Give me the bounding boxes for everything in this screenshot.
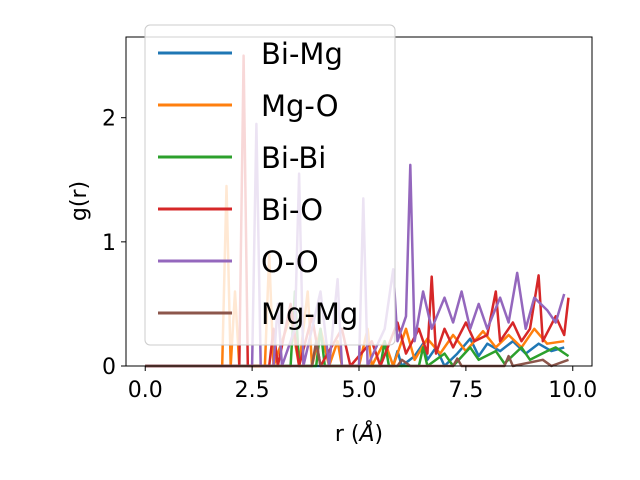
x-tick-label: 2.5	[235, 378, 270, 403]
y-tick-label: 0	[102, 355, 116, 380]
legend-label: Bi-O	[261, 193, 323, 227]
series-line-bi-o	[145, 54, 570, 368]
legend-label: Bi-Bi	[261, 141, 326, 175]
y-axis: 0 1 2	[102, 107, 126, 380]
series-line-mg-mg	[145, 339, 569, 368]
y-axis-label: g(r)	[67, 181, 92, 221]
y-tick-label: 1	[102, 231, 116, 256]
x-axis-label: r (Å)	[335, 420, 383, 447]
x-tick-label: 5.0	[342, 378, 377, 403]
legend-label: Mg-O	[261, 89, 339, 123]
x-axis: 0.0 2.5 5.0 7.5 10.0	[128, 366, 597, 403]
series-line-o-o	[145, 122, 566, 368]
legend: Bi-Mg Mg-O Bi-Bi Bi-O O-O Mg-Mg	[144, 24, 396, 346]
legend-label: Mg-Mg	[261, 297, 358, 331]
legend-label: Bi-Mg	[261, 37, 343, 71]
x-tick-label: 0.0	[128, 378, 163, 403]
legend-label: O-O	[261, 245, 319, 279]
x-tick-label: 7.5	[448, 378, 483, 403]
y-tick-label: 2	[102, 107, 116, 132]
x-tick-label: 10.0	[548, 378, 597, 403]
